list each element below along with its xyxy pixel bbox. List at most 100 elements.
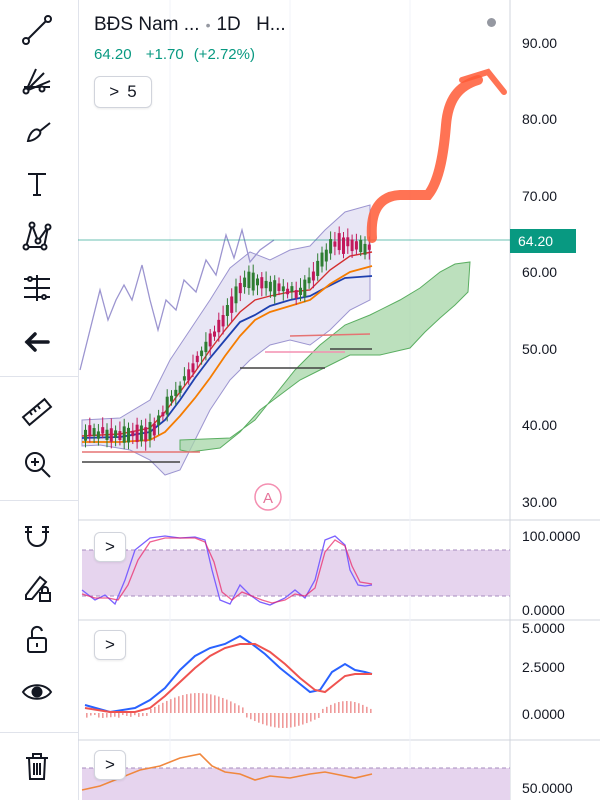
lagging-span <box>79 227 275 371</box>
axis-tick-label: 0.0000 <box>522 602 565 618</box>
candle-body <box>101 427 105 434</box>
candle-body <box>200 350 204 357</box>
eye-icon[interactable] <box>14 670 60 714</box>
macd-histogram-bar <box>154 706 156 713</box>
macd-histogram-bar <box>106 713 108 718</box>
measure-lines-icon[interactable] <box>14 266 60 310</box>
macd-histogram-bar <box>182 695 184 713</box>
moving-average-blue <box>81 275 373 439</box>
macd-histogram-bar <box>362 704 364 713</box>
macd-axis[interactable]: 5.0000 2.5000 0.0000 <box>522 620 565 722</box>
candle-body <box>329 239 333 254</box>
alert-marker-label: A <box>263 490 273 507</box>
macd-histogram-bar <box>170 699 172 713</box>
macd-histogram-bar <box>114 713 116 717</box>
trash-icon[interactable] <box>14 744 60 788</box>
macd-histogram-bar <box>242 707 244 713</box>
macd-histogram-bar <box>210 694 212 713</box>
axis-tick-label: 90.00 <box>522 35 557 51</box>
stoch-expand-button[interactable]: > <box>94 532 126 562</box>
line-tool-icon[interactable] <box>14 8 60 52</box>
macd-histogram-bar <box>230 701 232 713</box>
macd-histogram-bar <box>330 704 332 713</box>
macd-histogram-bar <box>190 693 192 713</box>
candle-body <box>333 241 337 247</box>
macd-histogram-bar <box>270 713 272 727</box>
macd-histogram <box>86 693 372 728</box>
macd-histogram-bar <box>318 713 320 718</box>
chevron-right-icon: > <box>105 755 115 774</box>
macd-histogram-bar <box>226 699 228 713</box>
macd-histogram-bar <box>194 693 196 713</box>
rsi-axis[interactable]: 50.0000 <box>522 780 573 796</box>
rsi-band <box>82 768 510 800</box>
candle-body <box>277 283 281 291</box>
macd-histogram-bar <box>286 713 288 728</box>
candle-body <box>299 287 302 295</box>
macd-histogram-bar <box>86 713 88 718</box>
symbol-header[interactable]: BĐS Nam ... • 1D H... <box>94 14 286 36</box>
macd-histogram-bar <box>150 709 152 713</box>
candle-body <box>217 319 221 333</box>
macd-histogram-bar <box>262 713 264 725</box>
separator-dot: • <box>205 17 211 33</box>
candle-body <box>268 281 272 292</box>
candle-body <box>182 376 186 381</box>
candle-body <box>359 239 363 253</box>
macd-histogram-bar <box>258 713 260 723</box>
rsi-expand-button[interactable]: > <box>94 750 126 780</box>
axis-tick-label: 60.00 <box>522 264 557 280</box>
macd-histogram-bar <box>326 706 328 713</box>
macd-histogram-bar <box>298 713 300 726</box>
drawing-toolbar <box>0 0 79 800</box>
macd-histogram-bar <box>130 713 132 717</box>
indicators-toggle-button[interactable]: >5 <box>94 76 152 108</box>
macd-histogram-bar <box>346 701 348 713</box>
candle-body <box>247 271 251 289</box>
candle-body <box>135 424 139 443</box>
candle-body <box>354 241 358 250</box>
macd-histogram-bar <box>358 703 360 713</box>
hand-drawn-arrow <box>366 75 483 243</box>
back-arrow-icon[interactable] <box>14 320 60 364</box>
brush-icon[interactable] <box>14 110 60 154</box>
macd-histogram-bar <box>98 713 100 718</box>
magnet-icon[interactable] <box>14 514 60 558</box>
macd-histogram-bar <box>350 701 352 713</box>
text-icon[interactable] <box>14 162 60 206</box>
unlock-icon[interactable] <box>14 618 60 662</box>
candle-body <box>127 427 130 443</box>
lock-pencil-icon[interactable] <box>14 566 60 610</box>
candle-body <box>105 429 109 440</box>
hand-drawn-arrow-head <box>459 68 507 95</box>
candle-body <box>84 429 87 441</box>
candle-body <box>238 283 242 294</box>
macd-histogram-bar <box>146 713 148 716</box>
macd-expand-button[interactable]: > <box>94 630 126 660</box>
candle-body <box>114 430 118 438</box>
price-change: +1.70 <box>145 46 184 63</box>
price-change-pct: (+2.72%) <box>193 46 255 63</box>
price-axis[interactable]: 90.00 80.00 70.00 60.00 50.00 40.00 30.00 <box>522 35 557 510</box>
macd-histogram-bar <box>186 694 188 713</box>
stoch-d-line <box>81 537 373 604</box>
macd-histogram-bar <box>302 713 304 725</box>
zoom-in-icon[interactable] <box>14 442 60 486</box>
pattern-icon[interactable] <box>14 214 60 258</box>
candle-body <box>251 272 255 291</box>
candle-body <box>342 237 345 254</box>
candle-body <box>256 278 259 286</box>
alert-marker[interactable] <box>254 483 282 511</box>
candle-body <box>204 341 208 353</box>
stoch-axis[interactable]: 100.0000 0.0000 <box>522 528 581 618</box>
fib-fan-icon[interactable] <box>14 58 60 102</box>
axis-tick-label: 100.0000 <box>522 528 581 544</box>
ruler-icon[interactable] <box>14 390 60 434</box>
candle-body <box>131 430 135 437</box>
candle-body <box>294 290 298 298</box>
candle-body <box>273 280 277 297</box>
candle-body <box>290 286 294 292</box>
macd-histogram-bar <box>254 713 256 722</box>
candle-body <box>195 355 199 363</box>
